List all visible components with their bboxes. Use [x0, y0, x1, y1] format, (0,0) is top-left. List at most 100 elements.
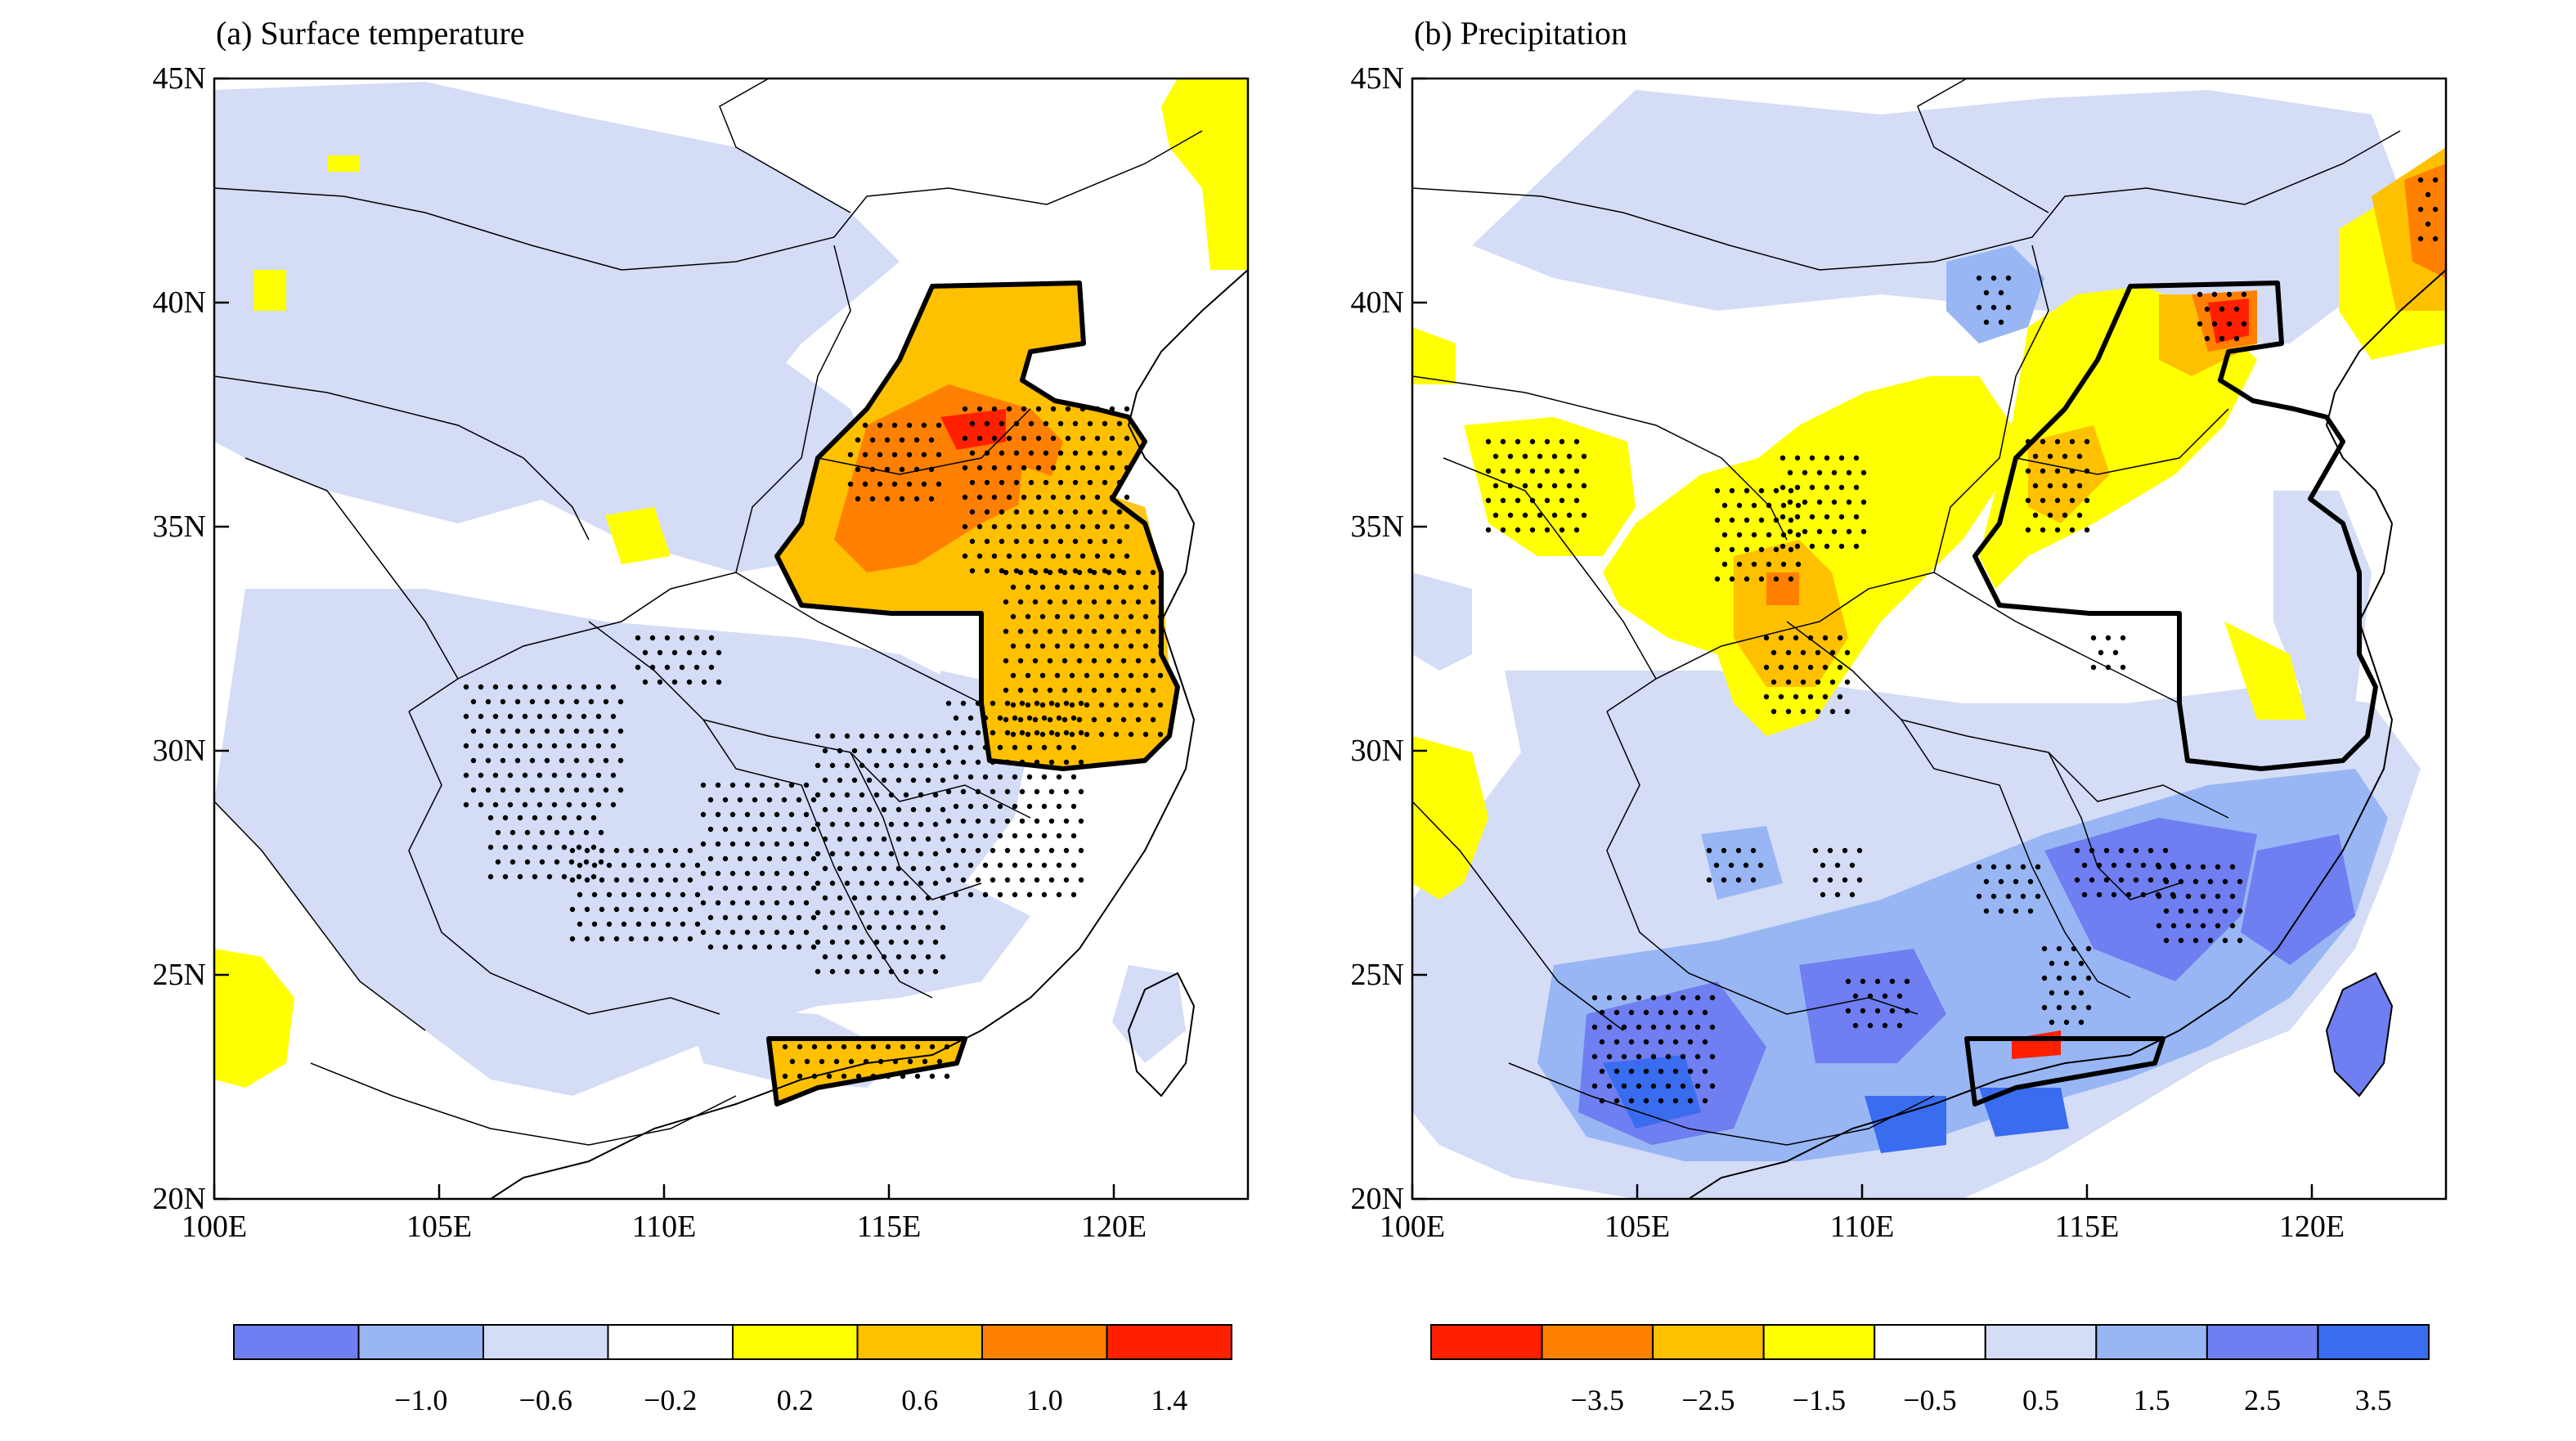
significance-dot	[900, 1044, 906, 1050]
significance-dot	[932, 792, 939, 798]
significance-dot	[884, 466, 891, 473]
significance-dot	[1606, 1053, 1613, 1060]
significance-dot	[1116, 538, 1123, 545]
significance-dot	[1142, 643, 1149, 649]
significance-dot	[1853, 455, 1860, 461]
significance-dot	[844, 880, 850, 887]
significance-dot	[1094, 465, 1101, 471]
significance-dot	[1846, 528, 1852, 535]
significance-dot	[1113, 613, 1120, 620]
significance-dot	[990, 700, 996, 707]
significance-dot	[1573, 468, 1580, 474]
significance-dot	[975, 788, 981, 795]
significance-dot	[1006, 406, 1012, 412]
significance-dot	[613, 847, 620, 854]
significance-dot	[2074, 847, 2080, 854]
significance-dot	[1860, 1008, 1866, 1014]
significance-dot	[1853, 484, 1860, 491]
significance-dot	[1039, 613, 1046, 620]
significance-dot	[2241, 321, 2247, 327]
significance-dot	[925, 865, 931, 872]
significance-dot	[1650, 1024, 1657, 1030]
significance-dot	[1643, 1009, 1649, 1016]
significance-dot	[1070, 833, 1077, 839]
colorbar-swatch	[1874, 1324, 1986, 1360]
significance-dot	[1061, 687, 1068, 694]
significance-dot	[1043, 538, 1049, 545]
significance-dot	[551, 684, 558, 690]
significance-dot	[495, 829, 501, 836]
significance-dot	[1729, 517, 1735, 523]
significance-dot	[716, 679, 722, 685]
significance-dot	[1109, 553, 1115, 559]
significance-dot	[1102, 538, 1108, 545]
significance-dot	[870, 1044, 877, 1050]
significance-dot	[888, 851, 895, 857]
significance-dot	[1650, 994, 1657, 1001]
significance-dot	[2078, 1019, 2085, 1026]
significance-dot	[613, 906, 620, 913]
significance-dot	[2432, 236, 2439, 242]
significance-dot	[502, 873, 509, 880]
significance-dot	[529, 757, 536, 764]
lat-label: 40N	[1351, 285, 1404, 320]
significance-dot	[1054, 731, 1061, 738]
significance-dot	[1680, 1083, 1686, 1089]
significance-dot	[1034, 818, 1040, 824]
significance-dot	[918, 968, 924, 975]
significance-dot	[715, 929, 721, 936]
significance-dot	[1056, 833, 1062, 839]
significance-dot	[774, 929, 780, 936]
significance-dot	[737, 797, 743, 803]
significance-dot	[1061, 716, 1068, 723]
significance-dot	[1998, 290, 2004, 296]
significance-dot	[829, 821, 836, 828]
significance-dot	[829, 968, 836, 975]
significance-dot	[866, 895, 873, 901]
significance-dot	[610, 713, 617, 720]
significance-dot	[1010, 702, 1016, 708]
lat-label: 30N	[1351, 734, 1404, 768]
significance-dot	[1559, 468, 1565, 474]
significance-dot	[932, 909, 939, 916]
significance-dot	[1035, 435, 1042, 442]
significance-dot	[1500, 468, 1506, 474]
significance-dot	[847, 451, 854, 458]
significance-dot	[1021, 465, 1027, 471]
significance-dot	[796, 885, 802, 891]
significance-dot	[940, 954, 946, 960]
significance-dot	[664, 664, 671, 671]
significance-dot	[969, 568, 976, 574]
significance-dot	[2047, 483, 2053, 489]
significance-dot	[1091, 569, 1097, 576]
significance-dot	[492, 713, 499, 720]
significance-dot	[1043, 450, 1049, 456]
significance-dot	[918, 880, 924, 887]
colorbar-swatch	[607, 1324, 734, 1360]
significance-dot	[1056, 862, 1062, 869]
significance-dot	[1041, 774, 1048, 780]
significance-dot	[551, 801, 558, 808]
significance-dot	[1591, 1053, 1598, 1060]
significance-dot	[2120, 635, 2126, 641]
significance-dot	[1788, 517, 1794, 523]
significance-dot	[2090, 664, 2097, 671]
significance-dot	[960, 700, 967, 707]
significance-dot	[1559, 497, 1565, 504]
significance-dot	[960, 788, 967, 795]
significance-dot	[774, 870, 780, 877]
significance-dot	[635, 921, 642, 927]
lat-label: 20N	[153, 1182, 206, 1216]
significance-dot	[1573, 527, 1580, 533]
significance-dot	[1124, 553, 1130, 559]
significance-dot	[1621, 1024, 1627, 1030]
significance-dot	[1492, 483, 1499, 489]
significance-dot	[1842, 847, 1848, 854]
significance-dot	[1098, 672, 1105, 679]
significance-dot	[2041, 975, 2048, 981]
significance-dot	[729, 900, 736, 906]
significance-dot	[1054, 672, 1061, 679]
significance-dot	[1672, 1009, 1679, 1016]
significance-dot	[2084, 438, 2090, 445]
panel-b-stippling	[1485, 177, 2439, 1104]
